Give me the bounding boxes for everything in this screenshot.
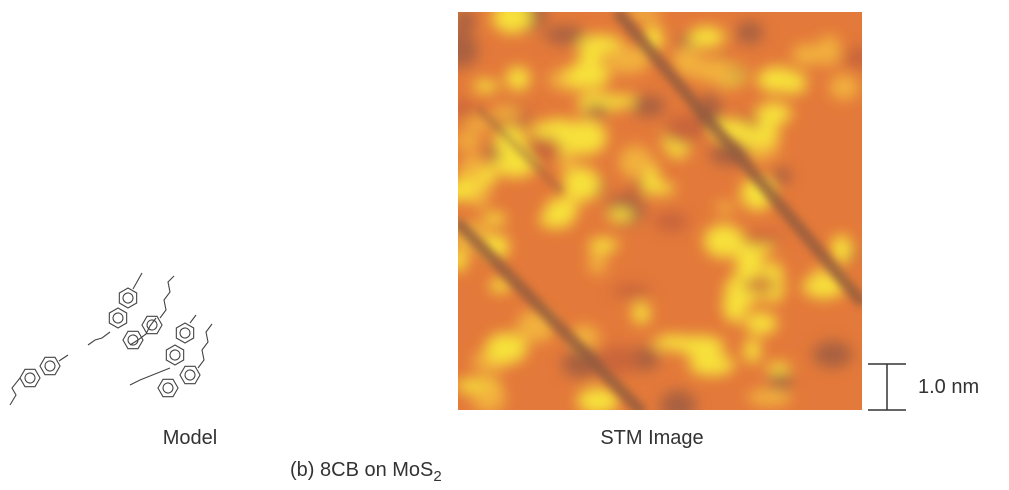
texture bbox=[483, 213, 507, 225]
texture bbox=[492, 1, 532, 34]
scale-bar-label: 1.0 nm bbox=[918, 376, 979, 398]
texture bbox=[736, 248, 765, 280]
texture bbox=[563, 167, 600, 202]
texture bbox=[611, 284, 652, 298]
texture bbox=[564, 119, 607, 155]
texture bbox=[631, 95, 666, 117]
texture bbox=[653, 211, 689, 232]
texture bbox=[678, 336, 725, 358]
texture bbox=[744, 338, 761, 363]
texture bbox=[452, 8, 475, 34]
texture bbox=[607, 209, 634, 222]
texture bbox=[747, 389, 792, 406]
texture bbox=[843, 46, 874, 69]
texture bbox=[831, 235, 852, 263]
texture bbox=[506, 67, 531, 91]
texture bbox=[453, 100, 473, 120]
texture bbox=[812, 341, 852, 368]
texture bbox=[757, 67, 798, 93]
texture bbox=[461, 153, 483, 181]
texture bbox=[485, 333, 527, 364]
texture bbox=[704, 224, 744, 258]
texture bbox=[473, 80, 499, 93]
texture bbox=[689, 354, 735, 375]
molecule-model bbox=[10, 273, 212, 405]
texture bbox=[739, 233, 784, 245]
texture bbox=[829, 75, 858, 100]
texture bbox=[585, 104, 609, 117]
image-label: STM Image bbox=[600, 427, 703, 449]
texture bbox=[438, 181, 477, 201]
caption-text: (b) 8CB on MoS bbox=[290, 459, 433, 481]
texture bbox=[578, 50, 605, 64]
scale-bar bbox=[868, 364, 906, 410]
texture bbox=[619, 145, 652, 179]
texture bbox=[691, 58, 736, 83]
texture bbox=[454, 132, 481, 149]
caption-subscript: 2 bbox=[433, 468, 441, 485]
texture bbox=[565, 62, 610, 89]
caption: (b) 8CB on MoS2 bbox=[290, 459, 442, 485]
figure: 1.0 nm Model STM Image (b) 8CB on MoS2 bbox=[0, 0, 1009, 485]
texture bbox=[773, 167, 792, 184]
texture bbox=[449, 250, 468, 272]
texture bbox=[818, 35, 841, 66]
texture bbox=[716, 202, 735, 214]
texture bbox=[472, 385, 506, 413]
texture bbox=[588, 238, 618, 252]
texture bbox=[442, 32, 478, 67]
texture bbox=[545, 197, 578, 222]
stm-image bbox=[438, 0, 874, 422]
texture bbox=[736, 21, 764, 44]
texture bbox=[544, 26, 585, 45]
texture bbox=[660, 390, 696, 422]
texture bbox=[756, 103, 792, 125]
texture bbox=[642, 182, 676, 194]
model-label: Model bbox=[163, 427, 217, 449]
texture bbox=[632, 303, 650, 325]
texture bbox=[491, 106, 522, 120]
texture bbox=[689, 27, 725, 48]
texture bbox=[664, 115, 706, 145]
texture bbox=[588, 252, 607, 275]
texture bbox=[577, 388, 619, 415]
texture bbox=[745, 312, 777, 335]
texture bbox=[742, 279, 777, 292]
